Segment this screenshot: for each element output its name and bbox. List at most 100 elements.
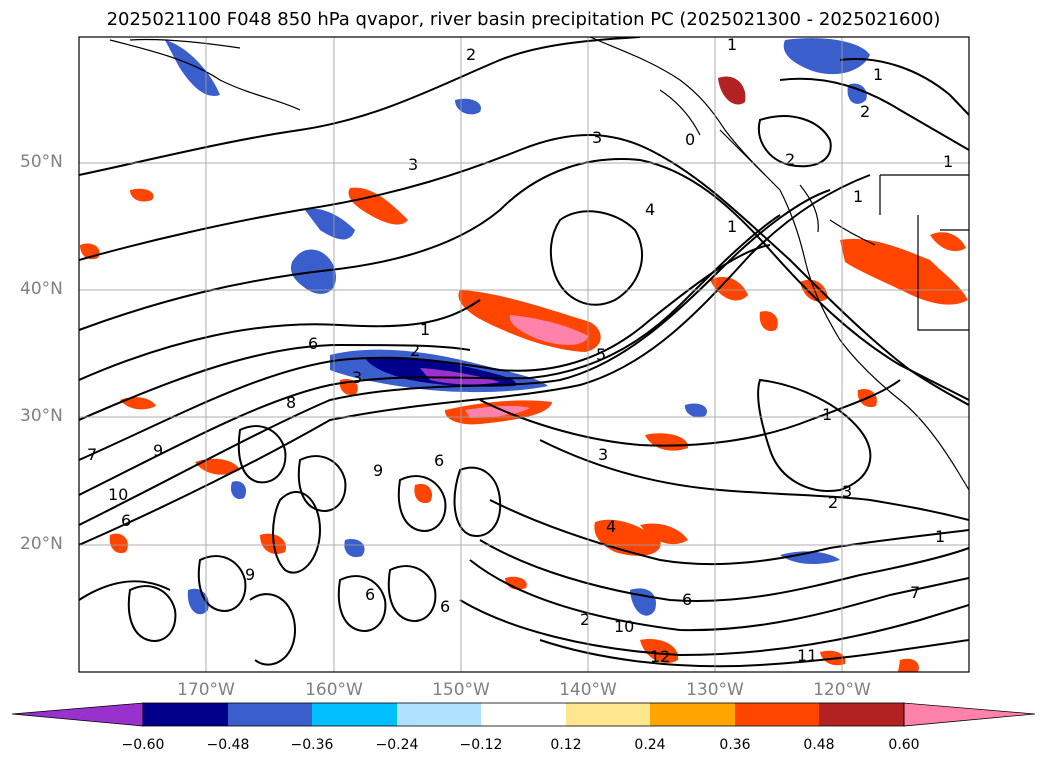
pos-anomaly-land3: [800, 279, 828, 302]
contour-label: 1: [943, 152, 953, 171]
contour-label: 1: [935, 527, 945, 546]
colorbar-bin: [650, 703, 735, 726]
map-frame: [78, 36, 970, 673]
contour-label: 9: [245, 565, 255, 584]
colorbar-tick-label: −0.36: [290, 737, 334, 753]
pos-anomaly-band-inner: [465, 405, 530, 418]
neg-anomaly-min: [420, 368, 500, 385]
pos-anomaly-main-inner: [509, 315, 588, 345]
contour-labels: 2 1 1 2 1 3 3 0 2 1 1 4 1 2 6 3 5 7 8 9 …: [87, 35, 953, 666]
neg-anomaly-nw2: [305, 208, 355, 240]
contour-label: 6: [121, 511, 131, 530]
contour-label: 12: [650, 647, 670, 666]
colorbar-min-extend: [11, 702, 144, 727]
colorbar: [11, 702, 1036, 727]
lat-label: 50°N: [20, 152, 63, 172]
pos-anomaly-nw: [348, 187, 408, 225]
lon-label: 170°W: [177, 680, 235, 700]
contour-label: 4: [606, 517, 616, 536]
lon-label: 160°W: [305, 680, 363, 700]
contour-label: 5: [596, 345, 606, 364]
colorbar-bin: [312, 703, 397, 726]
contour-label: 8: [286, 393, 296, 412]
pos-anomaly-land2: [930, 232, 966, 252]
graticule: [79, 37, 969, 672]
contour-label: 6: [308, 334, 318, 353]
neg-anomaly-ne: [783, 38, 870, 75]
neg-anomaly-6: [344, 539, 365, 558]
pos-anomaly-land1: [840, 238, 968, 305]
colorbar-tick-label: 0.12: [550, 737, 582, 753]
colorbar-tick-label: −0.12: [459, 737, 503, 753]
pos-anomaly-coast: [710, 276, 748, 301]
neg-anomaly-5: [684, 403, 708, 418]
contour-label: 10: [614, 617, 634, 636]
contour-label: 3: [842, 482, 852, 501]
pos-anomaly-coast2: [759, 311, 778, 332]
contour-label: 7: [87, 445, 97, 464]
contour-label: 2: [828, 493, 838, 512]
lon-label: 150°W: [432, 680, 490, 700]
colorbar-tick-label: 0.24: [634, 737, 666, 753]
colorbar-tick-label: 0.48: [803, 737, 835, 753]
lon-label: 130°W: [686, 680, 744, 700]
contour-label: 4: [645, 200, 655, 219]
contour-label: 6: [440, 597, 450, 616]
contour-label: 0: [685, 130, 695, 149]
lat-label: 20°N: [20, 534, 63, 554]
contour-label: 3: [598, 445, 608, 464]
precip-pc-shading: [80, 38, 968, 672]
lon-label: 140°W: [559, 680, 617, 700]
colorbar-tick-label: −0.60: [121, 737, 165, 753]
coastlines: [109, 37, 969, 491]
lat-label: 40°N: [20, 279, 63, 299]
contour-label: 2: [785, 150, 795, 169]
contour-label: 1: [853, 187, 863, 206]
contour-label: 1: [727, 35, 737, 54]
contour-label: 1: [420, 320, 430, 339]
contour-label: 11: [797, 646, 817, 665]
contour-label: 2: [410, 341, 420, 360]
contour-label: 1: [822, 405, 832, 424]
contour-label: 10: [108, 485, 128, 504]
pos-anomaly-w3: [120, 397, 156, 410]
contour-label: 6: [434, 451, 444, 470]
colorbar-frame: [142, 702, 905, 727]
qvapor-contours: [79, 37, 969, 668]
pos-anomaly-c2: [414, 483, 433, 504]
pos-anomaly-ne: [718, 76, 746, 105]
pos-anomaly-s3: [640, 639, 679, 664]
colorbar-max-extend: [903, 702, 1036, 727]
neg-anomaly-ne2: [847, 83, 867, 104]
neg-anomaly-7: [230, 481, 247, 500]
pos-anomaly-w1: [130, 188, 154, 202]
pos-anomaly-w5: [109, 533, 128, 554]
colorbar-bin: [735, 703, 819, 726]
contour-label: 2: [466, 45, 476, 64]
colorbar-bin: [566, 703, 650, 726]
contour-label: 7: [910, 583, 920, 602]
contour-label: 3: [352, 368, 362, 387]
contour-label: 9: [153, 441, 163, 460]
contour-label: 3: [408, 155, 418, 174]
contour-label: 2: [580, 610, 590, 629]
lon-label: 120°W: [813, 680, 871, 700]
colorbar-bin: [143, 703, 228, 726]
colorbar-bin: [228, 703, 312, 726]
colorbar-bin: [819, 703, 904, 726]
colorbar-bin: [397, 703, 481, 726]
colorbar-tick-label: 0.36: [719, 737, 751, 753]
colorbar-tick-label: 0.60: [888, 737, 920, 753]
contour-label: 3: [592, 128, 602, 147]
lat-label: 30°N: [20, 406, 63, 426]
contour-label: 1: [873, 65, 883, 84]
contour-label: 6: [365, 585, 375, 604]
contour-label: 6: [682, 590, 692, 609]
contour-label: 1: [727, 217, 737, 236]
plot-title: 2025021100 F048 850 hPa qvapor, river ba…: [106, 9, 941, 30]
pos-anomaly-s2: [640, 523, 688, 545]
contour-label: 9: [373, 461, 383, 480]
pos-anomaly-e2: [898, 658, 919, 672]
contour-label: 2: [860, 102, 870, 121]
